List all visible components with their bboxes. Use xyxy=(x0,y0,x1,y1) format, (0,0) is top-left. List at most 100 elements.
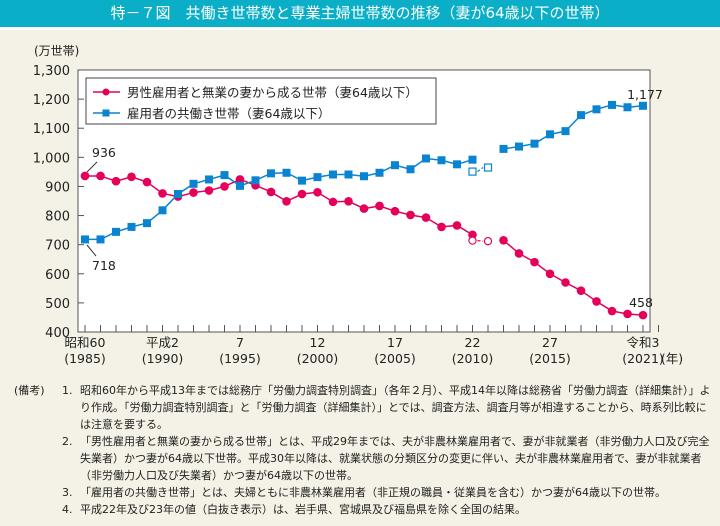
data-point xyxy=(638,310,648,320)
x-tick-label: (1995) xyxy=(219,351,261,366)
notes-head: (備考) xyxy=(14,384,45,397)
data-point xyxy=(406,165,415,174)
data-point xyxy=(313,173,322,182)
legend-marker xyxy=(102,109,110,117)
data-point xyxy=(577,111,585,120)
data-point xyxy=(499,144,508,153)
note-number: 1. xyxy=(62,384,73,397)
y-tick-label: 900 xyxy=(45,180,70,195)
notes: (備考) 1. 昭和60年から平成13年までは総務庁「労働力調査特別調査」（各年… xyxy=(14,382,714,518)
data-label: 1,177 xyxy=(627,87,663,102)
data-point xyxy=(127,222,136,231)
data-point xyxy=(143,219,151,228)
data-point xyxy=(468,167,477,176)
series-line xyxy=(503,239,644,316)
data-point xyxy=(360,172,368,181)
legend-label: 男性雇用者と無業の妻から成る世帯（妻64歳以下） xyxy=(127,85,418,100)
note-row: 3. 「雇用者の共働き世帯」とは、夫婦ともに非農林業雇用者（非正規の職員・従業員… xyxy=(14,484,714,501)
data-point xyxy=(235,175,245,184)
note-text: 「男性雇用者と無業の妻から成る世帯」とは、平成29年までは、夫が非農林業雇用者で… xyxy=(80,435,710,482)
legend-box xyxy=(85,77,437,125)
y-tick-label: 500 xyxy=(45,297,70,312)
x-tick-label: 27 xyxy=(542,335,558,350)
note-text: 平成22年及び23年の値（白抜き表示）は、岩手県、宮城県及び福島県を除く全国の結… xyxy=(80,503,526,516)
data-point xyxy=(313,187,322,197)
data-point xyxy=(421,213,431,222)
data-point xyxy=(483,236,493,246)
data-point xyxy=(96,171,105,181)
y-axis-unit: (万世帯) xyxy=(34,44,79,58)
x-tick-label: (1990) xyxy=(142,351,184,366)
data-point xyxy=(390,206,400,216)
legend-label: 雇用者の共働き世帯（妻64歳以下） xyxy=(127,106,330,121)
x-tick-label: 22 xyxy=(465,335,481,350)
data-point xyxy=(468,230,477,240)
x-tick-label: (1985) xyxy=(64,351,106,366)
x-tick-label: 令和3 xyxy=(627,335,660,350)
data-point xyxy=(607,306,617,316)
note-row: 2. 「男性雇用者と無業の妻から成る世帯」とは、平成29年までは、夫が非農林業雇… xyxy=(14,433,714,484)
data-point xyxy=(576,286,586,295)
series-line xyxy=(503,104,644,150)
data-point xyxy=(514,249,524,258)
data-point xyxy=(127,172,136,182)
data-point xyxy=(220,171,229,180)
data-point xyxy=(189,179,198,188)
data-point xyxy=(266,187,276,197)
data-point xyxy=(468,155,477,164)
data-point xyxy=(111,176,121,186)
data-point xyxy=(530,139,539,148)
y-tick-label: 1,100 xyxy=(33,122,70,137)
data-point xyxy=(251,176,260,185)
data-point xyxy=(158,206,167,215)
x-tick-label: (2021) xyxy=(622,351,664,366)
x-tick-label: 17 xyxy=(387,335,403,350)
x-tick-label: (2000) xyxy=(297,351,339,366)
data-point xyxy=(158,189,167,198)
data-label: 936 xyxy=(92,145,116,160)
y-tick-label: 1,200 xyxy=(33,93,70,108)
data-point xyxy=(297,189,307,199)
data-point xyxy=(282,196,291,206)
figure-title: 特－７図 共働き世帯数と専業主婦世帯数の推移（妻が64歳以下の世帯） xyxy=(0,0,720,30)
data-point xyxy=(592,105,601,114)
x-tick-label: (2005) xyxy=(374,351,416,366)
y-tick-label: 1,300 xyxy=(33,64,70,79)
y-tick-label: 1,000 xyxy=(33,151,70,166)
data-point xyxy=(483,163,493,172)
data-point xyxy=(375,168,384,177)
data-point xyxy=(189,188,198,197)
y-tick-label: 800 xyxy=(45,210,70,225)
y-tick-label: 600 xyxy=(45,268,70,283)
series-line-hollow xyxy=(477,239,484,242)
note-number: 3. xyxy=(62,486,73,499)
data-point xyxy=(329,170,337,179)
data-point xyxy=(344,170,353,179)
data-point xyxy=(546,130,554,139)
data-point xyxy=(623,103,632,112)
x-tick-label: 12 xyxy=(310,335,326,350)
data-point xyxy=(515,142,523,151)
line-chart: 400 500 600 700 800 900 1,000 1,100 1,200 1,300 (万… xyxy=(33,44,683,366)
data-point xyxy=(468,236,477,245)
x-tick-label: (2015) xyxy=(529,351,571,366)
note-number: 4. xyxy=(62,503,73,516)
plot-area xyxy=(77,69,651,333)
data-point xyxy=(530,257,539,267)
data-point xyxy=(499,236,508,245)
data-point xyxy=(220,182,229,191)
data-label: 718 xyxy=(92,258,116,273)
data-point xyxy=(344,196,353,206)
note-text: 「雇用者の共働き世帯」とは、夫婦ともに非農林業雇用者（非正規の職員・従業員を含む… xyxy=(80,486,666,499)
data-point xyxy=(422,154,430,163)
x-tick-label: 7 xyxy=(236,335,244,350)
data-point xyxy=(561,278,570,287)
data-point xyxy=(267,169,275,178)
data-point xyxy=(639,101,647,110)
x-tick-label: 昭和60 xyxy=(65,335,106,350)
data-point xyxy=(96,235,105,244)
note-row: (備考) 1. 昭和60年から平成13年までは総務庁「労働力調査特別調査」（各年… xyxy=(14,382,714,433)
data-point xyxy=(80,171,90,181)
data-point xyxy=(375,201,384,211)
data-point xyxy=(174,190,182,199)
